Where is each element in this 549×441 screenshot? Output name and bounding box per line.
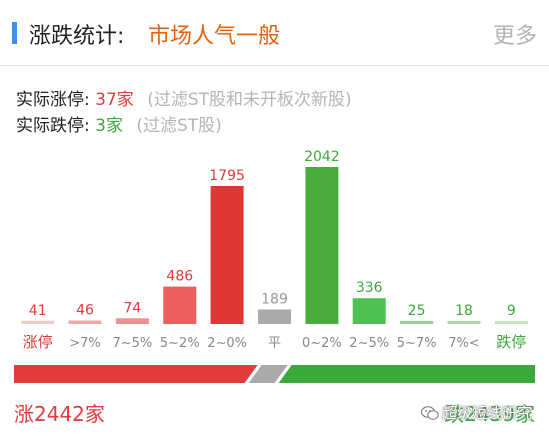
bar-8: [400, 321, 434, 324]
category-label: 跌停: [496, 333, 526, 351]
value-label: 9: [507, 303, 516, 319]
bar-1: [68, 320, 102, 324]
value-label: 486: [166, 269, 193, 285]
value-label: 336: [356, 280, 383, 296]
bar-2: [115, 318, 149, 324]
advance-decline-bar: [14, 365, 535, 383]
category-label: 2~0%: [207, 336, 247, 351]
bar-3: [163, 286, 197, 324]
category-label: 0~2%: [302, 336, 342, 351]
watermark-text: 超级短线研究: [442, 404, 533, 422]
limit-down-label: 实际跌停:: [16, 116, 90, 136]
advance-segment: [14, 365, 258, 383]
value-label: 46: [76, 303, 94, 319]
value-label: 18: [455, 303, 473, 319]
category-label: 5~2%: [160, 336, 200, 351]
bar-5: [258, 309, 291, 324]
more-button[interactable]: 更多: [492, 24, 537, 49]
limit-down-value: 3家: [95, 116, 123, 136]
header-title: 涨跌统计:: [29, 24, 125, 49]
decline-segment: [278, 365, 535, 383]
category-label: 7%<: [448, 336, 480, 351]
value-label: 25: [408, 303, 426, 319]
watermark: 超级短线研究: [421, 402, 532, 423]
value-label: 189: [261, 292, 288, 308]
category-label: 涨停: [23, 333, 53, 351]
bar-9: [447, 321, 481, 324]
market-sentiment-label: 市场人气一般: [148, 24, 281, 49]
limit-down-note: (过滤ST股): [136, 116, 222, 136]
category-label: 平: [268, 336, 281, 351]
limit-up-value: 37家: [95, 90, 134, 110]
limit-up-note: (过滤ST股和未开板次新股): [147, 90, 352, 110]
bar-10: [494, 321, 528, 324]
limit-down-row: 实际跌停: 3家 (过滤ST股): [16, 111, 222, 136]
flat-segment: [248, 365, 288, 383]
bar-4: [210, 186, 244, 324]
bar-7: [352, 298, 386, 324]
decline-total: 跌2439家: [444, 402, 535, 426]
limit-up-label: 实际涨停:: [16, 90, 90, 110]
value-label: 41: [29, 303, 47, 319]
category-label: 5~7%: [397, 336, 437, 351]
category-label: >7%: [69, 336, 101, 351]
distribution-bar-chart: 41涨停46>7%747~5%4865~2%17952~0%189平20420~…: [21, 149, 528, 351]
header-accent-bar: [12, 22, 17, 44]
advance-total: 涨2442家: [14, 402, 105, 426]
value-label: 2042: [304, 149, 340, 165]
value-label: 1795: [209, 168, 245, 184]
header: 涨跌统计: 市场人气一般 更多: [0, 0, 549, 66]
limit-up-row: 实际涨停: 37家 (过滤ST股和未开板次新股): [16, 85, 352, 110]
bar-6: [305, 167, 339, 324]
value-label: 74: [123, 300, 141, 316]
bar-0: [21, 320, 55, 324]
category-label: 7~5%: [113, 336, 153, 351]
header-divider: [0, 65, 549, 66]
category-label: 2~5%: [349, 336, 389, 351]
wechat-icon: [421, 406, 439, 420]
